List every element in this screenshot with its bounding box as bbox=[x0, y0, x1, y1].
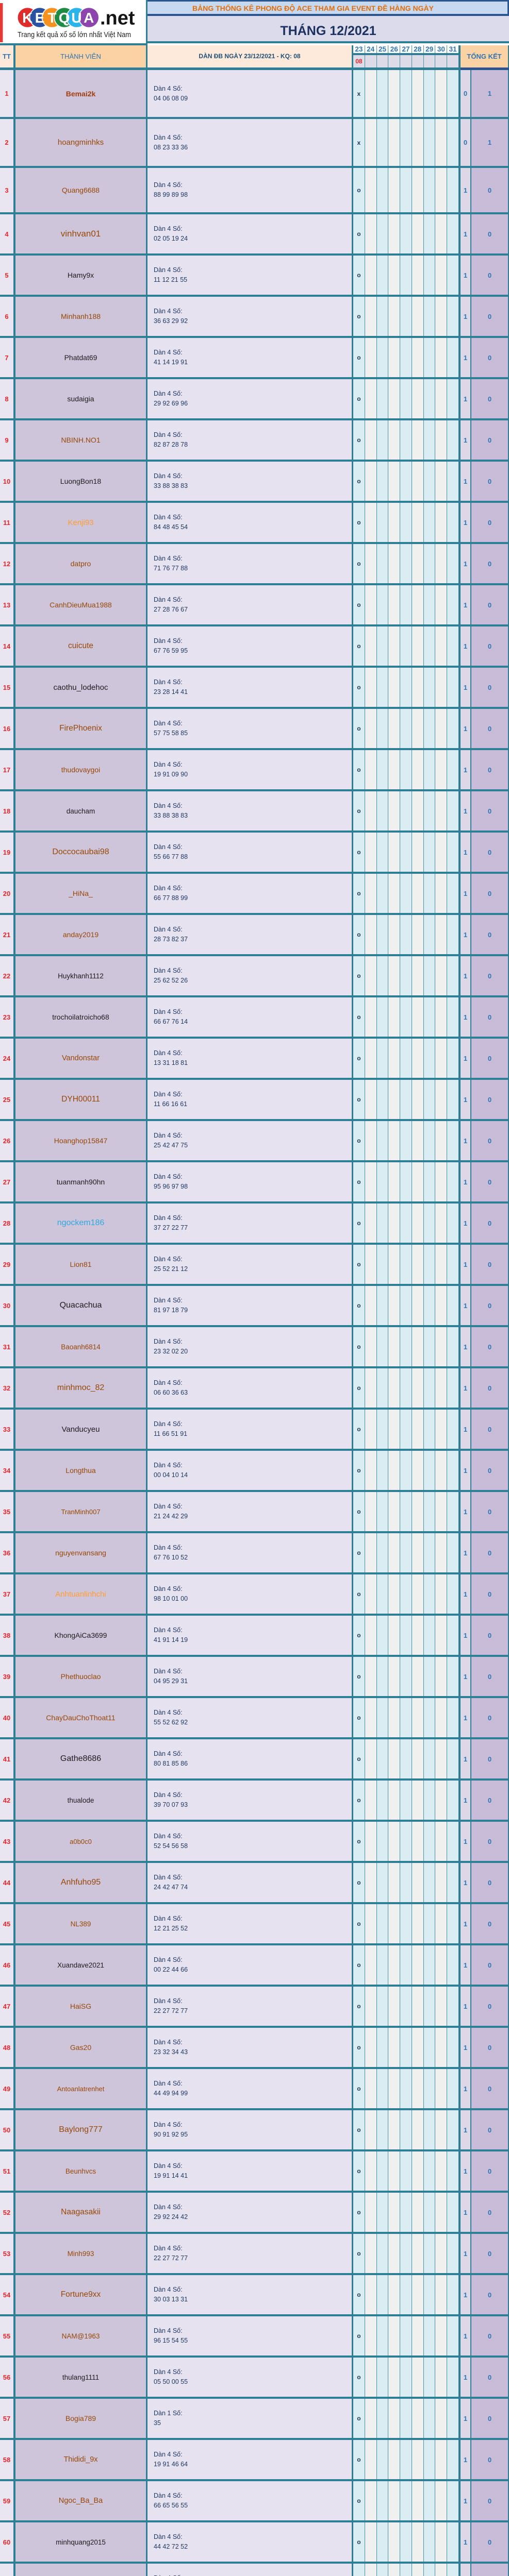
svg-text:T: T bbox=[47, 10, 56, 26]
svg-text:E: E bbox=[35, 10, 45, 26]
svg-text:.net: .net bbox=[100, 8, 135, 29]
svg-text:A: A bbox=[84, 10, 94, 26]
svg-text:Trang kết quả xổ số lớn nhất V: Trang kết quả xổ số lớn nhất Việt Nam bbox=[18, 30, 131, 39]
svg-text:K: K bbox=[22, 10, 32, 26]
svg-text:U: U bbox=[71, 10, 81, 26]
svg-text:Q: Q bbox=[59, 10, 70, 26]
